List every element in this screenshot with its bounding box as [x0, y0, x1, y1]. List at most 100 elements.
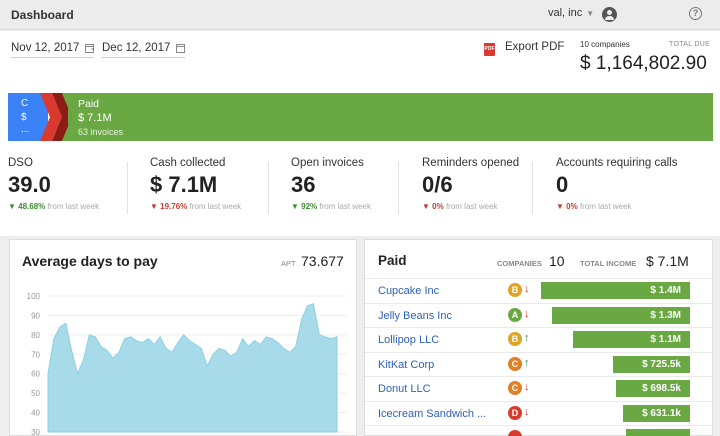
amount-bar — [626, 429, 690, 436]
company-name-link[interactable]: Icecream Sandwich ... — [378, 407, 487, 420]
page-title: Dashboard — [11, 8, 74, 22]
amount-value: $ 1.3M — [650, 309, 681, 321]
trend-arrow-icon: ↓ — [524, 283, 530, 295]
table-row[interactable]: Lollipop LLC B ↑ $ 1.1M — [365, 327, 714, 351]
divider — [532, 162, 533, 214]
date-separator: - — [91, 43, 95, 55]
change-arrow-icon: ▼ — [291, 202, 299, 211]
pipeline-chevrons — [40, 93, 72, 141]
account-selector[interactable]: val, inc ▼ — [548, 7, 594, 19]
trend-arrow-icon: ↓ — [524, 307, 530, 320]
total-income-value: $ 7.1M — [646, 253, 689, 269]
change-arrow-icon: ▼ — [422, 202, 430, 211]
table-row[interactable]: Icecream Sandwich ... D ↓ $ 631.1k — [365, 400, 714, 425]
companies-value: 10 — [549, 253, 565, 269]
kpi-cash-collected[interactable]: Cash collected $ 7.1M ▼ 19.76% from last… — [150, 157, 241, 211]
kpi-change-suffix: from last week — [445, 202, 498, 211]
divider — [127, 162, 128, 214]
total-income-label: TOTAL INCOME — [580, 259, 637, 268]
company-name-link[interactable]: Lollipop LLC — [378, 334, 440, 346]
y-tick-label: 40 — [31, 409, 40, 418]
company-name-link[interactable]: Jelly Beans Inc — [378, 309, 452, 322]
kpi-value: 0/6 — [422, 172, 453, 197]
card-title: Paid — [378, 253, 407, 268]
kpi-change-value: 0% — [566, 202, 578, 211]
pipeline-first-name: C — [21, 98, 29, 109]
company-name-link[interactable]: Donut LLC — [378, 383, 431, 395]
table-row[interactable]: Jelly Beans Inc A ↓ $ 1.3M — [365, 302, 714, 327]
trend-arrow-icon: ↓ — [524, 381, 530, 393]
divider — [268, 162, 269, 214]
kpi-change: ▼ 19.76% from last week — [150, 202, 241, 211]
table-row[interactable]: Cupcake Inc B ↓ $ 1.4M — [365, 278, 714, 302]
grade-badge: B — [508, 332, 522, 346]
amount-value: $ 1.4M — [650, 285, 681, 296]
kpi-label: DSO — [8, 157, 33, 169]
amount-value: $ 698.5k — [642, 383, 681, 394]
kpi-change-suffix: from last week — [47, 202, 100, 211]
companies-label: COMPANIES — [497, 259, 542, 268]
kpi-label: Reminders opened — [422, 157, 520, 169]
amount-bar — [623, 404, 690, 422]
grade-badge: C — [508, 356, 522, 371]
kpi-value: $ 7.1M — [150, 172, 218, 197]
calendar-icon — [85, 43, 95, 53]
y-tick-label: 30 — [31, 428, 40, 436]
grade-badge — [508, 430, 522, 436]
kpi-change: ▼ 0% from last week — [422, 202, 519, 211]
average-days-chart[interactable]: 100 90 80 70 60 50 40 30 — [10, 282, 356, 436]
kpi-open-invoices[interactable]: Open invoices 36 ▼ 92% from last week — [291, 157, 371, 211]
pipeline-chevron-green — [62, 93, 72, 141]
end-date-value: Dec 12, 2017 — [102, 42, 171, 54]
y-tick-label: 80 — [31, 331, 40, 340]
pipeline-chevron-red[interactable] — [40, 93, 62, 141]
grade-badge: D — [508, 405, 522, 420]
area-series[interactable] — [47, 303, 338, 433]
export-pdf-button[interactable]: Export PDF — [505, 41, 565, 53]
amount-bar — [613, 355, 690, 373]
trend-arrow-icon: ↑ — [524, 332, 530, 344]
kpi-change-value: 48.68% — [18, 202, 46, 211]
kpi-label: Accounts requiring calls — [556, 157, 678, 169]
kpi-accounts-requiring-calls[interactable]: Accounts requiring calls 0 ▼ 0% from las… — [556, 157, 677, 211]
y-tick-label: 60 — [31, 370, 40, 379]
company-name-link[interactable]: Cupcake Inc — [378, 285, 440, 297]
kpi-change-value: 92% — [301, 202, 318, 211]
change-arrow-icon: ▼ — [150, 202, 158, 211]
trend-arrow-icon: ↓ — [524, 405, 530, 418]
kpi-reminders-opened[interactable]: Reminders opened 0/6 ▼ 0% from last week — [422, 157, 519, 211]
total-due-label: TOTAL DUE — [669, 41, 711, 48]
divider — [398, 162, 399, 214]
table-row[interactable]: KitKat Corp C ↑ $ 725.5k — [365, 351, 714, 376]
kpi-label: Open invoices — [291, 157, 364, 169]
start-date-value: Nov 12, 2017 — [11, 42, 80, 54]
card-title: Average days to pay — [22, 253, 158, 269]
y-tick-label: 100 — [27, 292, 41, 301]
kpi-dso[interactable]: DSO 39.0 ▼ 48.68% from last week — [8, 157, 99, 211]
help-icon[interactable]: ? — [689, 7, 702, 20]
pipeline-stage-first[interactable] — [8, 93, 48, 141]
start-date-picker[interactable]: Nov 12, 2017 — [11, 42, 95, 58]
calendar-icon — [176, 43, 186, 53]
amount-bar — [541, 282, 690, 299]
total-due-value: $ 1,164,802.90 — [580, 53, 707, 74]
user-icon[interactable] — [602, 7, 617, 22]
end-date-picker[interactable]: Dec 12, 2017 — [102, 42, 186, 58]
pipeline-bar: C $ ... Paid $ 7.1M 63 invoices — [8, 93, 713, 141]
amount-value: $ 725.5k — [642, 358, 681, 370]
apt-label: APT — [281, 259, 296, 268]
pipeline-first-amount: $ — [21, 112, 27, 123]
table-row[interactable]: Donut LLC C ↓ $ 698.5k — [365, 376, 714, 400]
kpi-value: 0 — [556, 172, 569, 197]
y-tick-label: 50 — [31, 389, 40, 398]
pdf-icon[interactable]: PDF — [484, 43, 495, 56]
table-row[interactable] — [365, 425, 714, 436]
change-arrow-icon: ▼ — [8, 202, 16, 211]
grade-badge: C — [508, 381, 522, 395]
pipeline-stage-paid[interactable] — [56, 93, 713, 141]
kpi-change-value: 0% — [432, 202, 444, 211]
kpi-change-suffix: from last week — [319, 202, 371, 211]
company-name-link[interactable]: KitKat Corp — [378, 358, 435, 371]
kpi-change-suffix: from last week — [189, 202, 242, 211]
amount-value: $ 1.1M — [650, 334, 681, 345]
